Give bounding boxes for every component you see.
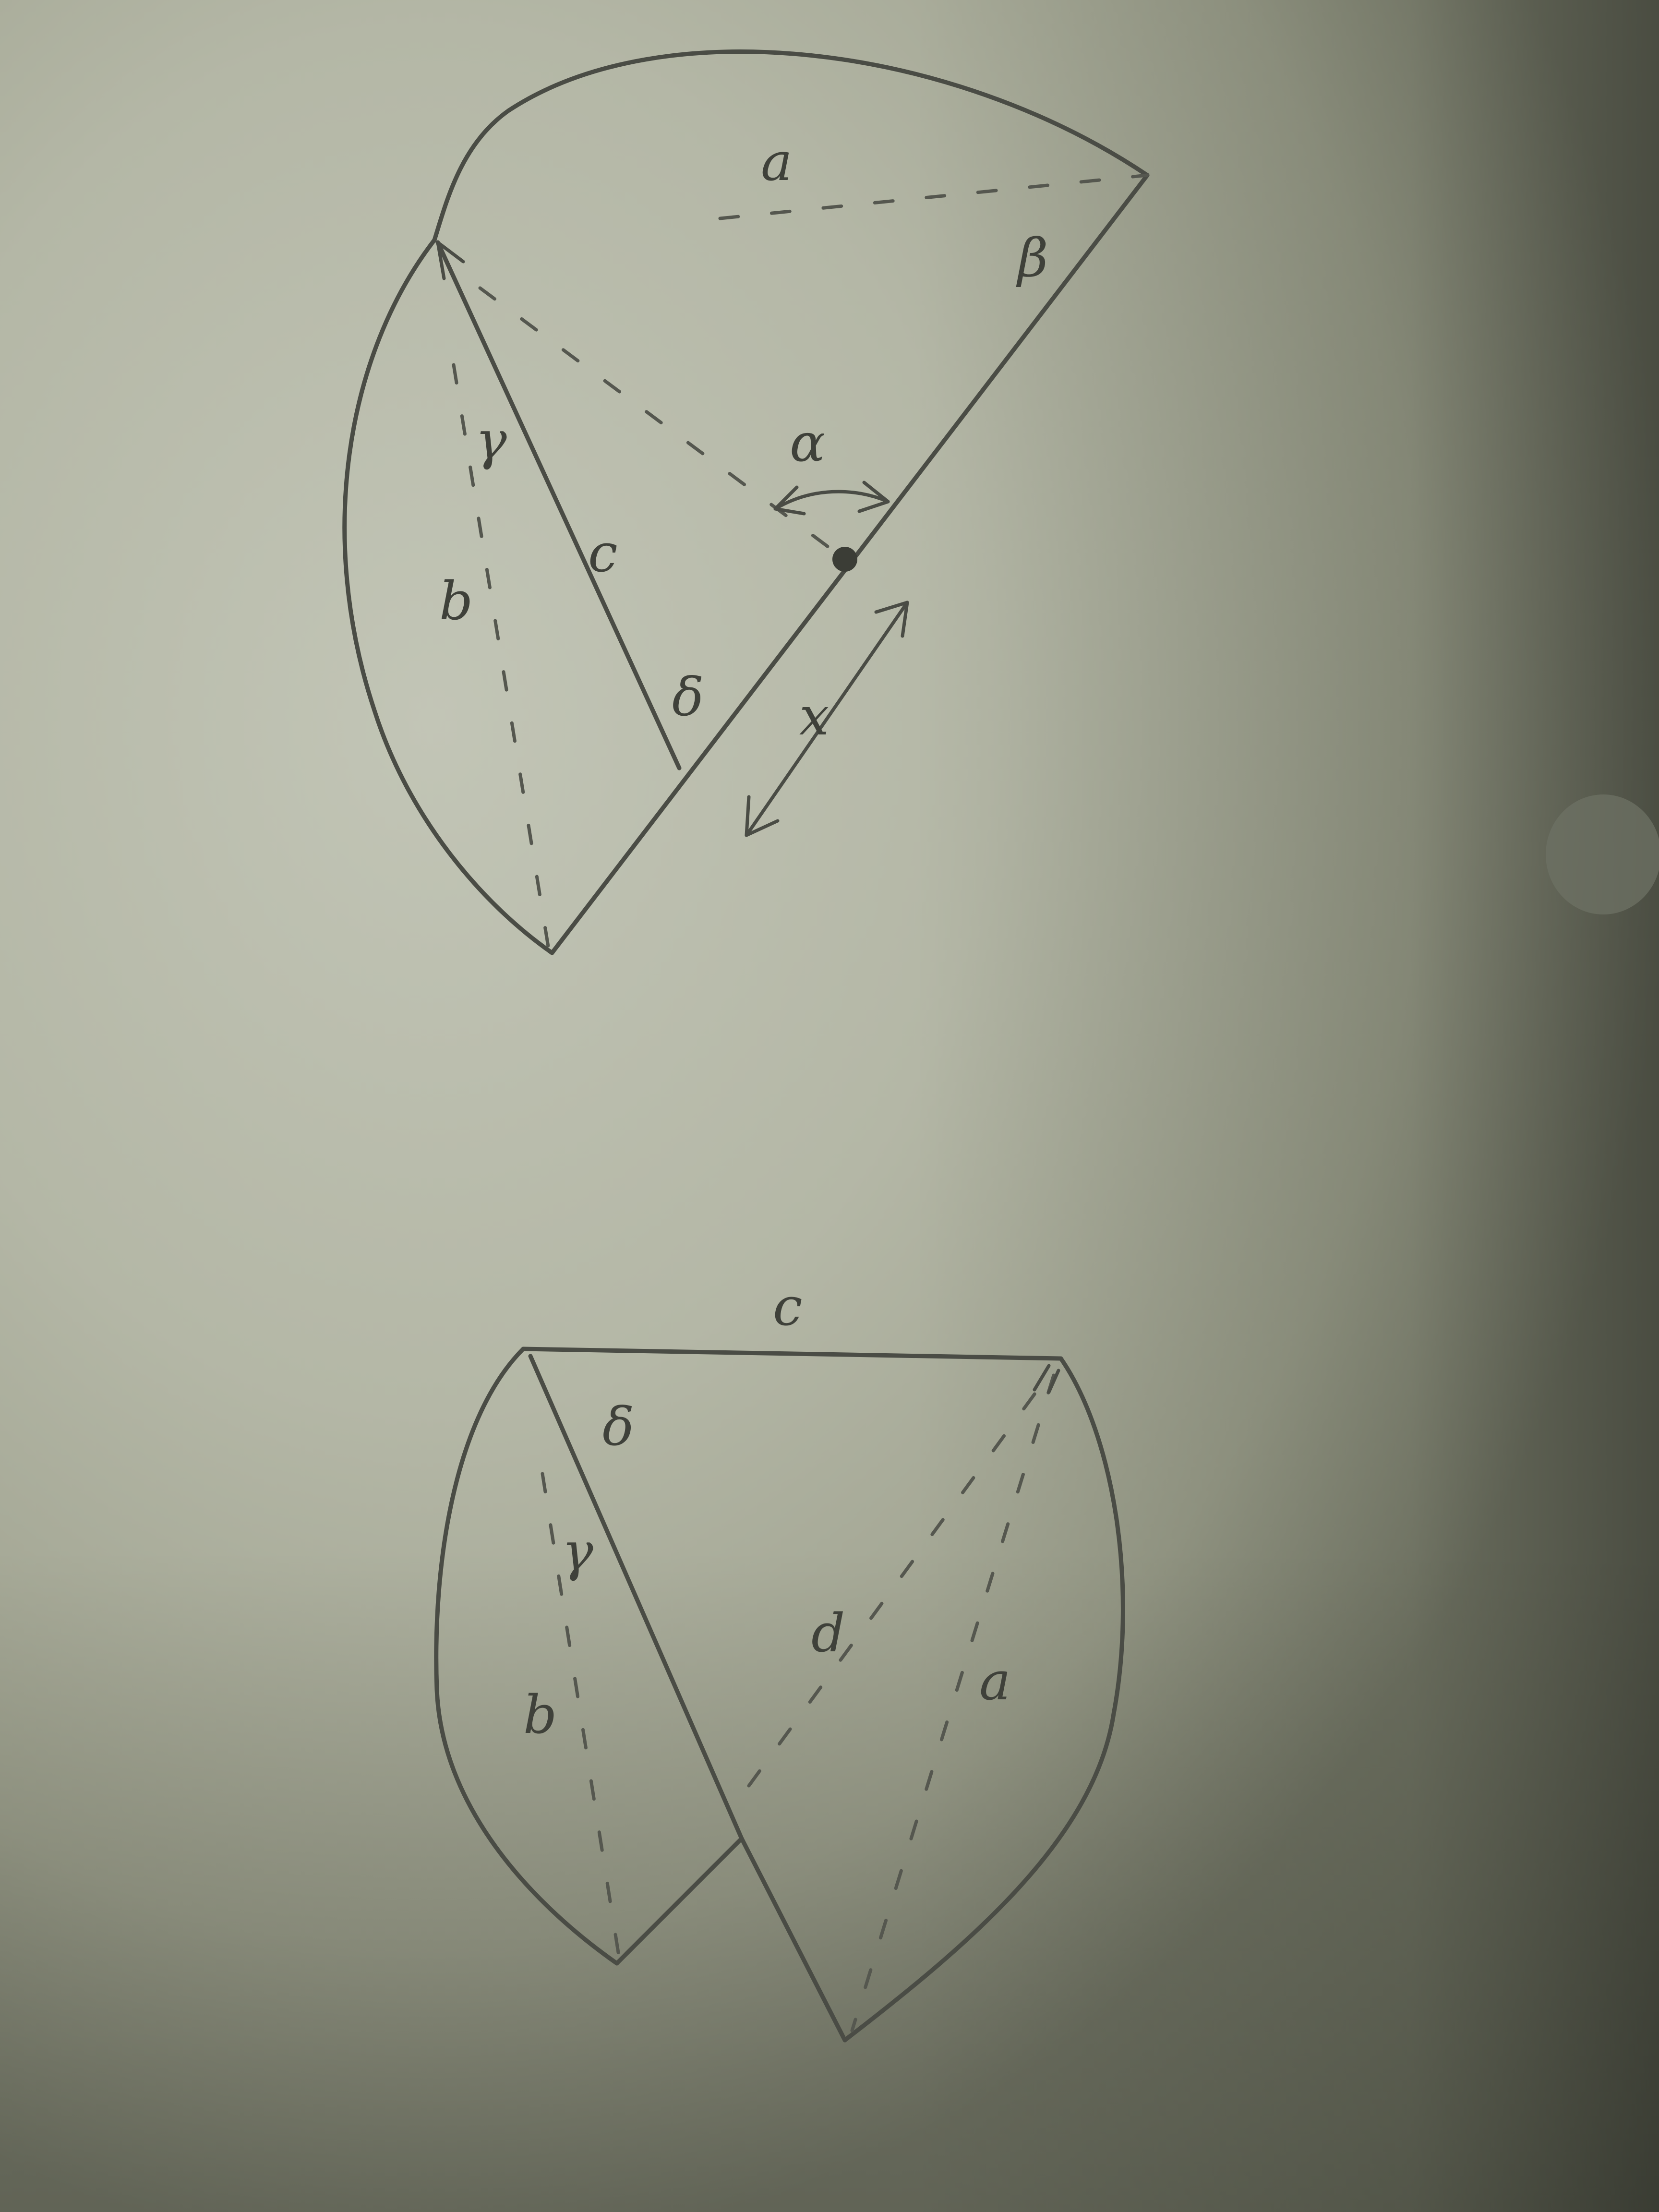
top-arrowhead-left-vertex bbox=[436, 240, 465, 280]
bottom-dashed-a bbox=[850, 1373, 1056, 2032]
bottom-dashed-d bbox=[747, 1376, 1048, 1788]
top-left-arc bbox=[342, 238, 554, 955]
top-x-arrow bbox=[745, 601, 909, 837]
top-dashed-a bbox=[718, 173, 1149, 220]
bottom-right-arc bbox=[842, 1356, 1125, 2043]
bottom-label-gamma: γ bbox=[562, 1521, 593, 1582]
bottom-label-c: c bbox=[773, 1276, 803, 1337]
top-dashed-radius bbox=[478, 286, 847, 561]
bottom-diagonal-line bbox=[528, 1354, 744, 1841]
top-label-a: a bbox=[761, 131, 793, 192]
top-label-alpha: α bbox=[790, 412, 825, 473]
top-label-gamma: γ bbox=[475, 409, 507, 471]
bottom-notch-left-edge bbox=[614, 1836, 744, 1966]
top-label-c: c bbox=[588, 522, 618, 584]
bottom-vertex-tick-2 bbox=[1047, 1369, 1060, 1394]
top-outer-arc bbox=[432, 49, 1150, 242]
top-chord-c bbox=[435, 240, 682, 770]
top-label-x: x bbox=[799, 685, 829, 747]
top-alpha-arrowhead-left bbox=[773, 485, 806, 516]
bottom-label-d: d bbox=[811, 1602, 845, 1664]
bottom-vertex-tick-1 bbox=[1033, 1364, 1051, 1392]
top-label-b: b bbox=[439, 570, 473, 632]
top-label-delta: δ bbox=[672, 666, 704, 728]
bottom-left-arc bbox=[434, 1346, 619, 1966]
top-alpha-arrowhead-right bbox=[857, 481, 890, 513]
ink-blot bbox=[1546, 794, 1659, 914]
top-figure: a β α γ c b δ x bbox=[342, 49, 1150, 957]
bottom-label-b: b bbox=[523, 1684, 557, 1745]
bottom-label-delta: δ bbox=[602, 1396, 634, 1457]
top-label-beta: β bbox=[1016, 227, 1048, 289]
top-x-arrowhead-high bbox=[874, 601, 909, 638]
bottom-figure: c δ γ b d a bbox=[434, 1276, 1125, 2043]
top-center-point bbox=[832, 547, 857, 572]
bottom-top-edge-c bbox=[521, 1346, 1063, 1361]
bottom-label-a: a bbox=[979, 1650, 1011, 1712]
top-alpha-arrow bbox=[773, 490, 890, 511]
bottom-notch-right-edge bbox=[739, 1836, 847, 2043]
top-x-arrowhead-low bbox=[745, 795, 780, 837]
